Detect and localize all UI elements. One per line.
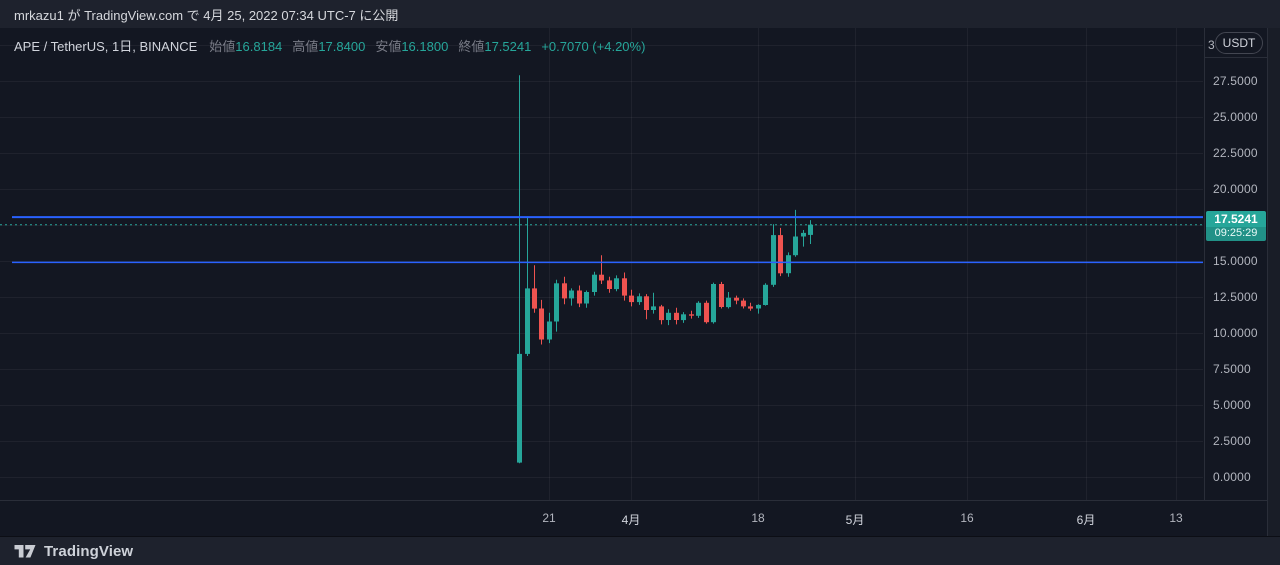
candle-body — [547, 321, 552, 340]
price-axis-label: 10.0000 — [1213, 326, 1258, 340]
candle-body — [629, 295, 634, 303]
close-field: 終値17.5241 — [458, 36, 531, 55]
candle-body — [771, 235, 776, 285]
price-axis-label: 25.0000 — [1213, 110, 1258, 124]
bar-close-countdown: 09:25:29 — [1206, 227, 1266, 241]
candle-body — [808, 224, 813, 235]
candle-body — [562, 283, 567, 299]
candle-body — [681, 314, 686, 321]
candle-body — [622, 278, 627, 296]
candle-body — [532, 288, 537, 309]
time-axis-month-label: 5月 — [845, 513, 865, 527]
currency-toggle-button[interactable]: USDT — [1215, 32, 1263, 54]
candle-body — [644, 296, 649, 310]
time-axis-month-label: 4月 — [621, 513, 641, 527]
candle-body — [786, 255, 791, 274]
candlestick-chart-pane[interactable] — [0, 28, 1203, 500]
price-axis-clipped-label: 3 — [1208, 38, 1215, 52]
publish-bar: mrkazu1 が TradingView.com で 4月 25, 2022 … — [0, 0, 1280, 28]
low-value: 16.1800 — [401, 39, 449, 54]
candle-body — [659, 306, 664, 321]
change-value: +0.7070 (+4.20%) — [541, 39, 646, 54]
price-axis[interactable]: 3 USDT 17.5241 09:25:29 27.5000 25.0000 22… — [1204, 28, 1268, 500]
tradingview-logo-icon[interactable] — [14, 544, 36, 559]
price-axis-label: 15.0000 — [1213, 254, 1258, 268]
candle-body — [674, 312, 679, 320]
candle-body — [577, 290, 582, 304]
candle-body — [539, 308, 544, 340]
candle-body — [741, 300, 746, 307]
candle-body — [614, 278, 619, 290]
candle-body — [801, 232, 806, 237]
time-axis-label: 21 — [542, 511, 556, 525]
price-axis-label: 5.0000 — [1213, 398, 1251, 412]
low-field: 安値16.1800 — [375, 36, 448, 55]
candle-body — [525, 288, 530, 354]
price-axis-label: 12.5000 — [1213, 290, 1258, 304]
open-field: 始値16.8184 — [209, 36, 282, 55]
candle-body — [666, 312, 671, 320]
candle-body — [517, 353, 522, 463]
right-edge-strip — [1267, 28, 1280, 536]
candle-body — [719, 284, 724, 307]
footer-bar: TradingView — [0, 536, 1280, 565]
candle-body — [696, 302, 701, 316]
time-axis-label: 13 — [1169, 511, 1183, 525]
high-value: 17.8400 — [318, 39, 366, 54]
price-axis-label: 2.5000 — [1213, 434, 1251, 448]
candle-body — [569, 290, 574, 299]
candle-body — [607, 280, 612, 289]
time-axis[interactable]: 21 4月 18 5月 16 6月 13 — [0, 500, 1267, 536]
candle-body — [584, 292, 589, 304]
price-axis-divider — [1205, 57, 1268, 58]
last-price-tag[interactable]: 17.5241 09:25:29 — [1206, 211, 1266, 241]
candle-body — [793, 236, 798, 256]
candle-body — [748, 306, 753, 309]
high-label: 高値 — [292, 39, 319, 54]
candle-body — [734, 297, 739, 301]
symbol-title[interactable]: APE / TetherUS, 1日, BINANCE — [14, 39, 198, 54]
open-label: 始値 — [209, 39, 236, 54]
high-field: 高値17.8400 — [292, 36, 365, 55]
time-axis-label: 16 — [960, 511, 974, 525]
price-axis-label: 22.5000 — [1213, 146, 1258, 160]
candle-body — [554, 283, 559, 322]
price-axis-label: 27.5000 — [1213, 74, 1258, 88]
open-value: 16.8184 — [235, 39, 283, 54]
candle-body — [592, 274, 597, 292]
candle-body — [711, 284, 716, 323]
price-axis-label: 7.5000 — [1213, 362, 1251, 376]
candle-body — [599, 274, 604, 281]
close-label: 終値 — [458, 39, 485, 54]
candle-body — [763, 284, 768, 305]
candle-body — [704, 302, 709, 323]
candle-body — [689, 314, 694, 316]
price-axis-label: 20.0000 — [1213, 182, 1258, 196]
publish-info-text: mrkazu1 が TradingView.com で 4月 25, 2022 … — [14, 7, 399, 23]
candle-body — [756, 304, 761, 309]
chart-legend: APE / TetherUS, 1日, BINANCE 始値16.8184 高値… — [14, 36, 645, 55]
low-label: 安値 — [375, 39, 402, 54]
candle-body — [637, 296, 642, 303]
candle-body — [726, 297, 731, 308]
tradingview-brand-text[interactable]: TradingView — [44, 542, 134, 560]
candle-body — [651, 306, 656, 310]
time-axis-label: 18 — [751, 511, 765, 525]
last-price-value: 17.5241 — [1214, 212, 1258, 226]
candle-body — [778, 235, 783, 274]
close-value: 17.5241 — [484, 39, 532, 54]
price-axis-label: 0.0000 — [1213, 470, 1251, 484]
time-axis-month-label: 6月 — [1076, 513, 1096, 527]
